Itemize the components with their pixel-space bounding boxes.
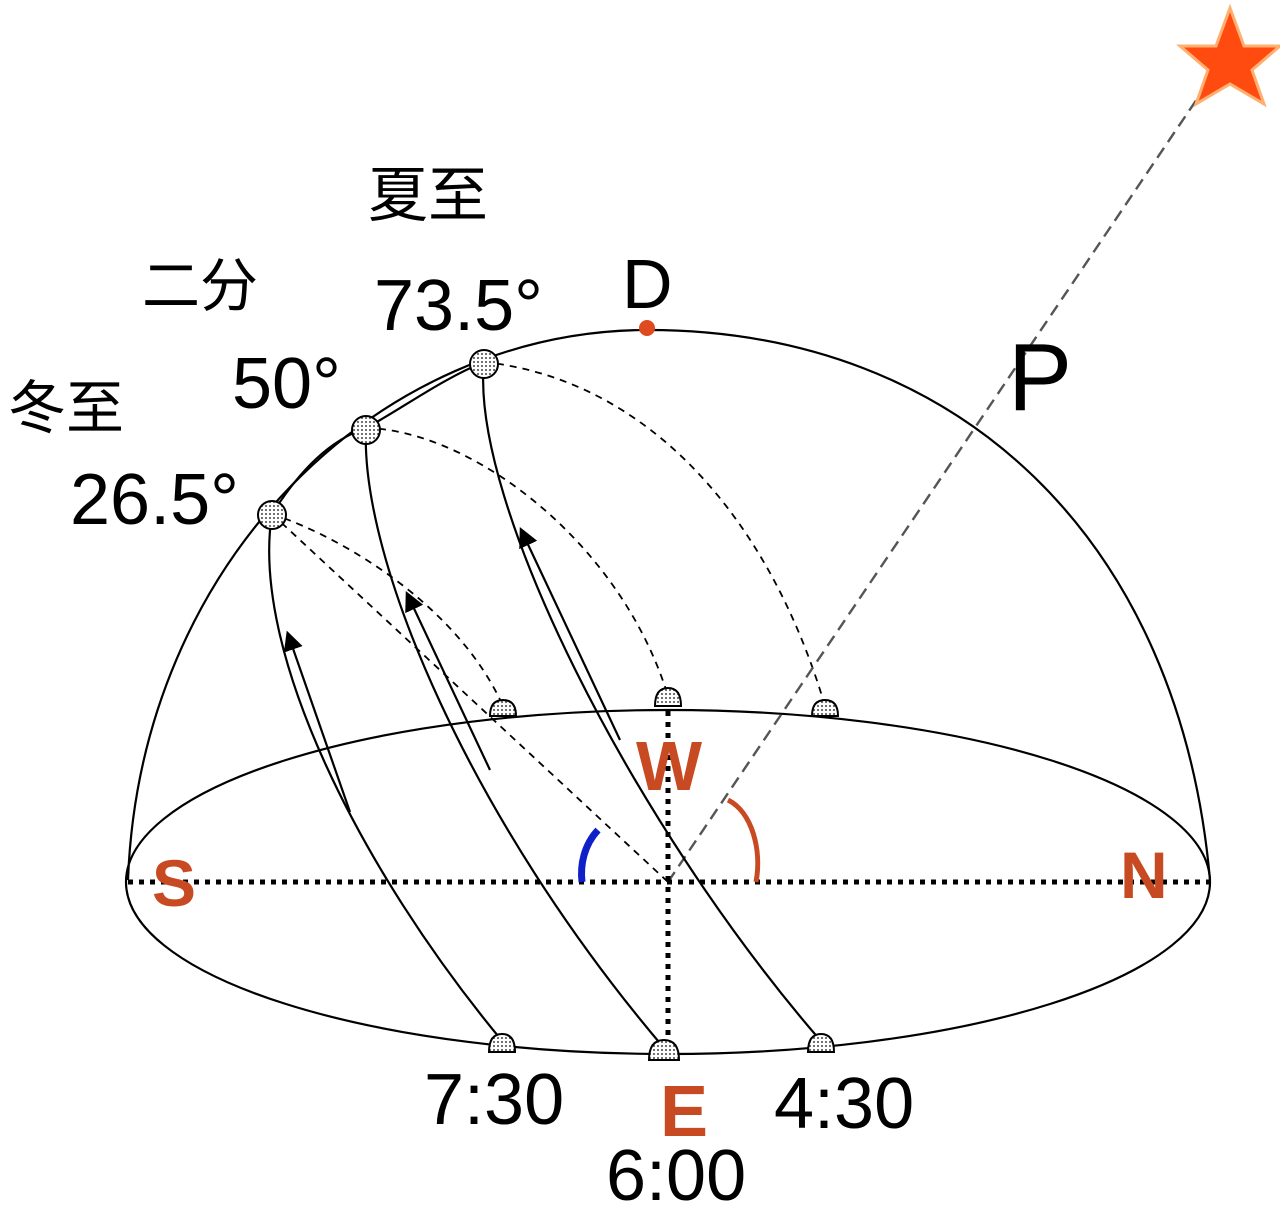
summer-sunset-marker [810, 698, 840, 717]
winter-solstice-label: 冬至 [8, 374, 124, 442]
winter-sunrise-marker [487, 1032, 517, 1053]
summer-sunrise-marker [806, 1032, 836, 1053]
winter-noon-sun [257, 500, 287, 530]
winter-angle-label: 26.5° [70, 460, 239, 540]
equinox-noon-sun [351, 415, 381, 445]
south-label: S [152, 846, 196, 920]
equinox-time-label: 6:00 [606, 1136, 746, 1206]
winter-arrow [283, 630, 352, 813]
zenith-label: D [622, 245, 673, 323]
summer-time-label: 4:30 [774, 1064, 914, 1144]
winter-path-front [268, 513, 504, 1043]
pole-axis [667, 61, 1223, 883]
equinox-arrow [405, 591, 491, 771]
equinox-path-front [364, 427, 665, 1049]
winter-noon-ray [271, 513, 669, 883]
winter-path-back [271, 513, 504, 707]
equinox-path-back [365, 427, 669, 697]
summer-arrow [519, 527, 621, 741]
summer-solstice-label: 夏至 [368, 161, 488, 231]
winter-sunset-marker [488, 698, 518, 717]
pole-label: P [1008, 324, 1072, 431]
star-icon [1175, 3, 1280, 108]
summer-noon-sun [469, 349, 499, 379]
summer-path-back [483, 361, 826, 707]
summer-path-front [482, 361, 821, 1041]
latitude-arc-blue [578, 827, 601, 883]
west-label: W [636, 727, 702, 805]
north-label: N [1120, 838, 1168, 912]
east-label: E [660, 1072, 708, 1152]
equinox-angle-label: 50° [232, 344, 341, 424]
winter-time-label: 7:30 [424, 1060, 564, 1140]
pole-altitude-arc-red [726, 797, 761, 883]
equinox-sunset-marker [653, 686, 683, 707]
equinox-label: 二分 [142, 252, 258, 320]
summer-angle-label: 73.5° [374, 266, 543, 346]
zenith-dot [639, 320, 655, 336]
equinox-sunrise-marker [647, 1038, 681, 1061]
